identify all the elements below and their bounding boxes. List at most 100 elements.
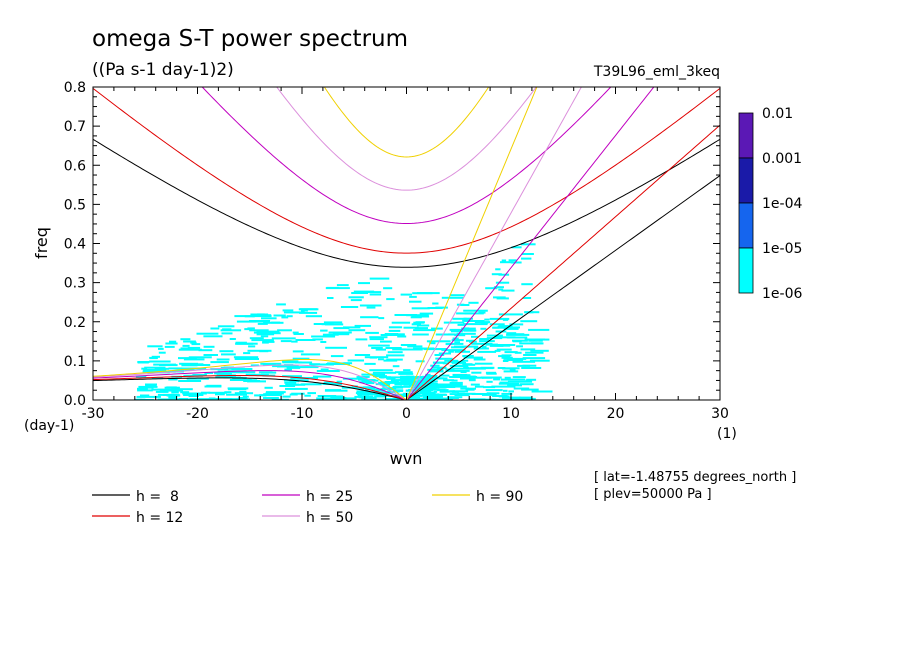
shading-streak: [386, 358, 403, 361]
x-tick-label: 0: [402, 406, 411, 422]
shading-streak: [435, 377, 448, 380]
shading-streak: [445, 368, 455, 371]
colorbar-label: 0.01: [762, 106, 793, 122]
shading-streak: [511, 246, 522, 249]
shading-streak: [137, 361, 150, 363]
shading-streak: [387, 351, 403, 354]
shading-streak: [222, 328, 232, 331]
shading-streak: [486, 372, 497, 375]
shading-streak: [522, 397, 536, 400]
shading-streak: [510, 333, 525, 336]
shading-streak: [428, 393, 439, 396]
shading-streak: [382, 392, 387, 394]
shading-streak: [506, 336, 528, 339]
kelvin-curve: [406, 124, 720, 400]
shading-streak: [404, 398, 415, 400]
shading-streak: [244, 315, 255, 318]
shading-streak: [482, 376, 493, 379]
shading-streak: [498, 313, 523, 316]
shading-streak: [501, 259, 507, 262]
shading-streak: [435, 357, 442, 360]
shading-streak: [361, 380, 370, 383]
shading-streak: [503, 389, 508, 392]
shading-streak: [482, 393, 497, 396]
shading-streak: [219, 350, 234, 353]
shading-streak: [231, 371, 256, 374]
shading-streak: [394, 383, 403, 386]
shading-streak: [300, 353, 321, 356]
shading-streak: [503, 327, 519, 330]
shading-streak: [462, 363, 473, 366]
shading-streak: [182, 344, 190, 347]
shading-streak: [457, 333, 464, 336]
shading-streak: [415, 321, 425, 324]
shading-streak: [387, 390, 393, 393]
shading-streak: [312, 338, 323, 341]
shading-streak: [291, 392, 305, 395]
shading-streak: [506, 359, 524, 361]
shading-streak: [470, 329, 477, 332]
shading-streak: [316, 397, 339, 400]
shading-streak: [284, 381, 297, 384]
shading-streak: [414, 327, 428, 330]
shading-streak: [355, 338, 368, 341]
shading-streak: [499, 381, 509, 384]
shading-streak: [474, 385, 484, 388]
shading-streak: [486, 392, 500, 395]
shading-streak: [262, 341, 269, 344]
shading-streak: [282, 309, 294, 312]
shading-streak: [317, 395, 337, 397]
shading-streak: [437, 388, 446, 391]
shading-streak: [242, 395, 249, 398]
shading-streak: [330, 355, 344, 358]
shading-streak: [189, 356, 197, 359]
shading-streak: [462, 359, 469, 362]
y-tick-label: 0.6: [64, 158, 86, 174]
shading-streak: [234, 358, 259, 360]
shading-streak: [157, 398, 180, 400]
shading-streak: [369, 338, 384, 341]
shading-streak: [322, 383, 342, 385]
shading-streak: [449, 393, 464, 396]
shading-streak: [463, 356, 483, 359]
shading-streak: [412, 394, 423, 397]
shading-streak: [191, 343, 201, 346]
shading-streak: [416, 324, 430, 327]
shading-streak: [342, 377, 367, 380]
shading-streak: [413, 329, 435, 332]
shading-streak: [378, 358, 384, 361]
shading-streak: [407, 345, 423, 348]
shading-streak: [406, 396, 417, 399]
shading-streak: [435, 333, 459, 336]
shading-streak: [489, 323, 505, 326]
shading-streak: [513, 387, 530, 390]
shading-streak: [450, 397, 459, 399]
shading-streak: [136, 375, 147, 378]
shading-streak: [203, 345, 215, 348]
shading-streak: [526, 378, 537, 381]
shading-streak: [292, 350, 304, 353]
shading-streak: [155, 390, 169, 393]
shading-streak: [392, 379, 404, 382]
shading-streak: [238, 398, 250, 400]
shading-streak: [375, 383, 386, 386]
legend-label: h = 90: [476, 489, 523, 505]
shading-streak: [495, 268, 501, 271]
shading-streak: [424, 382, 438, 385]
shading-streak: [430, 364, 440, 367]
shading-streak: [429, 370, 444, 373]
shading-streak: [504, 376, 511, 379]
shading-streak: [393, 386, 404, 389]
legend-label: h = 25: [306, 489, 353, 505]
shading-streak: [159, 389, 183, 392]
shading-streak: [369, 397, 377, 399]
shading-streak: [208, 391, 227, 394]
shading-streak: [369, 392, 383, 395]
shading-streak: [520, 348, 536, 351]
shading-streak: [259, 394, 282, 397]
shading-streak: [158, 347, 164, 350]
shading-streak: [151, 355, 160, 358]
shading-streak: [361, 373, 386, 376]
shading-streak: [363, 393, 374, 396]
shading-streak: [358, 282, 370, 285]
